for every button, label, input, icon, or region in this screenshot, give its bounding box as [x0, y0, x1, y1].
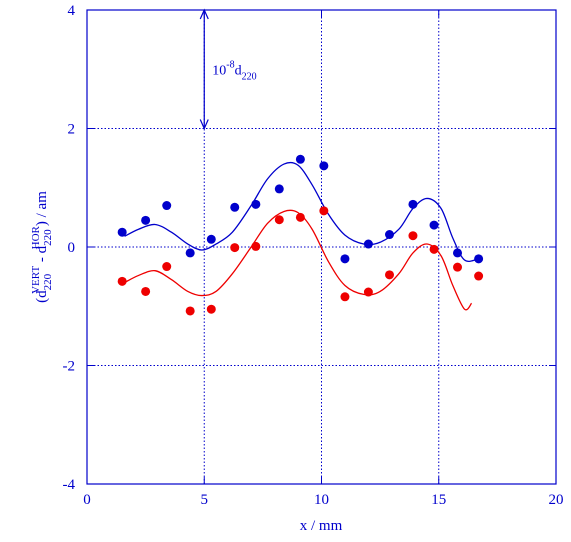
y-title-sub1: 220: [42, 273, 54, 290]
series-1-point: [340, 254, 350, 264]
x-axis-title: x / mm: [300, 518, 343, 534]
y-axis-title: (d220VERT - d220HOR) / am: [30, 191, 54, 303]
series-1-point: [162, 201, 172, 211]
y-tick-label: -2: [63, 359, 76, 375]
series-2-point: [429, 244, 439, 254]
annotation-arrowhead-bottom: [199, 119, 209, 130]
y-title-sup2: HOR: [30, 225, 42, 249]
x-tick-label: 10: [314, 492, 329, 508]
series-1-point: [319, 161, 329, 171]
annotation: 10-8d220: [199, 8, 257, 130]
axis-ticks: 0 5 10 15 20 -4 -2 0 2 4: [63, 3, 564, 508]
y-tick-label: 2: [68, 122, 76, 138]
series-2-point: [453, 262, 463, 272]
series-1-curve: [124, 161, 479, 262]
series-2-point: [117, 276, 127, 286]
series-2-point: [295, 212, 305, 222]
series-1-point: [408, 199, 418, 209]
y-tick-label: 0: [68, 240, 76, 256]
y-tick-label: 4: [68, 3, 76, 19]
series-1-point: [141, 215, 151, 225]
x-tick-label: 20: [549, 492, 564, 508]
series-1-point: [385, 230, 395, 240]
y-title-open: (d: [34, 290, 50, 303]
y-title-sup1: VERT: [30, 266, 42, 294]
series-2-point: [141, 286, 151, 296]
series-2-point: [408, 231, 418, 241]
series-2-point: [185, 306, 195, 316]
x-tick-label: 15: [431, 492, 446, 508]
annotation-arrowhead-top: [199, 8, 209, 20]
series-1-point: [251, 199, 261, 209]
series-1-point: [117, 227, 127, 237]
series-2-point: [474, 271, 484, 281]
data-points: [117, 154, 484, 316]
series-2-point: [206, 304, 216, 314]
series-1-point: [185, 248, 195, 258]
annotation-subscript: 220: [242, 71, 257, 82]
series-2-point: [340, 292, 350, 302]
fit-curves: [124, 161, 479, 311]
series-2-curve: [124, 209, 473, 311]
series-1-point: [474, 254, 484, 264]
y-title-mid: - d: [34, 245, 50, 265]
series-1-point: [429, 220, 439, 230]
series-1-point: [453, 248, 463, 258]
series-2-point: [162, 262, 172, 272]
annotation-label: 10-8d220: [212, 59, 256, 82]
x-tick-label: 0: [83, 492, 91, 508]
series-2-point: [319, 206, 329, 216]
series-2-point: [251, 241, 261, 251]
y-title-sub2: 220: [42, 229, 54, 246]
series-1-point: [363, 239, 373, 249]
series-2-point: [274, 215, 284, 225]
y-tick-label: -4: [63, 477, 76, 493]
series-1-point: [206, 234, 216, 244]
annotation-exponent: -8: [226, 59, 234, 70]
annotation-base: 10: [212, 63, 226, 78]
annotation-symbol: d: [235, 63, 242, 78]
series-2-point: [385, 270, 395, 280]
series-1-point: [274, 184, 284, 194]
x-tick-label: 5: [201, 492, 209, 508]
series-2-point: [363, 287, 373, 297]
series-1-point: [230, 202, 240, 212]
series-2-point: [230, 243, 240, 253]
y-title-close: ) / am: [34, 191, 50, 226]
series-1-point: [295, 154, 305, 164]
